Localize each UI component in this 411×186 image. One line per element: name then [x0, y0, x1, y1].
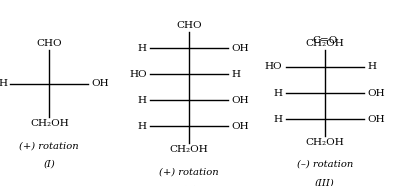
- Text: OH: OH: [231, 96, 249, 105]
- Text: OH: OH: [231, 44, 249, 53]
- Text: C=O: C=O: [312, 36, 337, 45]
- Text: H: H: [231, 70, 240, 79]
- Text: (–) rotation: (–) rotation: [296, 160, 353, 169]
- Text: (I): (I): [44, 160, 55, 169]
- Text: OH: OH: [231, 122, 249, 131]
- Text: HO: HO: [129, 70, 147, 79]
- Text: H: H: [367, 62, 376, 71]
- Text: (+) rotation: (+) rotation: [19, 141, 79, 150]
- Text: H: H: [0, 79, 7, 88]
- Text: CH₂OH: CH₂OH: [305, 39, 344, 48]
- Text: HO: HO: [265, 62, 282, 71]
- Text: H: H: [138, 96, 147, 105]
- Text: OH: OH: [367, 89, 385, 97]
- Text: H: H: [138, 122, 147, 131]
- Text: (+) rotation: (+) rotation: [159, 167, 219, 176]
- Text: H: H: [138, 44, 147, 53]
- Text: CHO: CHO: [176, 21, 202, 30]
- Text: (III): (III): [315, 179, 335, 186]
- Text: CH₂OH: CH₂OH: [305, 138, 344, 147]
- Text: H: H: [273, 89, 282, 97]
- Text: CH₂OH: CH₂OH: [170, 145, 208, 154]
- Text: H: H: [273, 115, 282, 124]
- Text: CHO: CHO: [37, 39, 62, 48]
- Text: OH: OH: [367, 115, 385, 124]
- Text: OH: OH: [92, 79, 109, 88]
- Text: CH₂OH: CH₂OH: [30, 119, 69, 128]
